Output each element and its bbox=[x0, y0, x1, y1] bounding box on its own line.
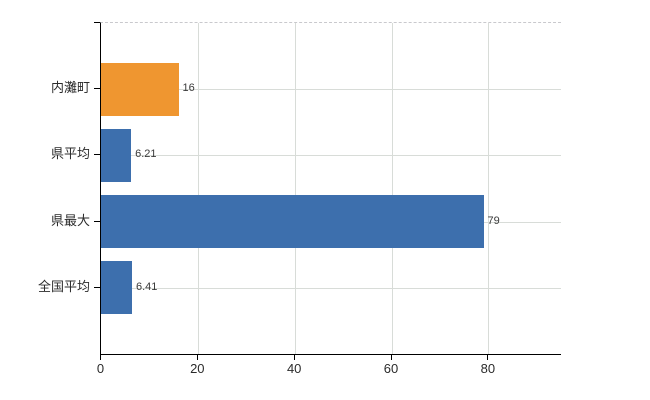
y-axis-tick bbox=[94, 286, 100, 288]
category-label: 内灘町 bbox=[50, 80, 90, 96]
x-tick-label: 60 bbox=[383, 361, 399, 376]
value-label: 79 bbox=[487, 214, 500, 227]
horizontal-gridline bbox=[101, 287, 561, 289]
value-label: 6.41 bbox=[136, 280, 158, 293]
x-tick-label: 80 bbox=[480, 361, 496, 376]
bar bbox=[101, 62, 179, 116]
y-axis-tick bbox=[94, 88, 100, 90]
x-axis-tick bbox=[487, 354, 489, 360]
bar bbox=[101, 195, 484, 249]
x-axis-tick bbox=[293, 354, 295, 360]
x-axis-tick bbox=[196, 354, 198, 360]
vertical-gridline bbox=[197, 23, 199, 354]
bar bbox=[101, 128, 132, 182]
bar bbox=[101, 261, 132, 315]
vertical-gridline bbox=[488, 23, 490, 354]
x-tick-label: 40 bbox=[286, 361, 302, 376]
y-axis-tick bbox=[94, 220, 100, 222]
x-axis-tick bbox=[390, 354, 392, 360]
x-axis-tick bbox=[100, 354, 101, 360]
value-label: 6.21 bbox=[135, 148, 157, 161]
x-tick-label: 0 bbox=[96, 361, 105, 376]
x-tick-label: 20 bbox=[190, 361, 205, 376]
vertical-gridline bbox=[391, 23, 393, 354]
plot-area bbox=[100, 22, 561, 355]
horizontal-gridline bbox=[101, 89, 561, 91]
value-label: 16 bbox=[182, 82, 195, 95]
category-label: 県最大 bbox=[50, 212, 90, 228]
category-label: 県平均 bbox=[50, 146, 90, 162]
y-axis-tick bbox=[94, 154, 100, 156]
category-label: 全国平均 bbox=[37, 278, 90, 294]
horizontal-gridline bbox=[101, 155, 561, 157]
y-axis-end-tick bbox=[94, 22, 100, 23]
vertical-gridline bbox=[294, 23, 296, 354]
